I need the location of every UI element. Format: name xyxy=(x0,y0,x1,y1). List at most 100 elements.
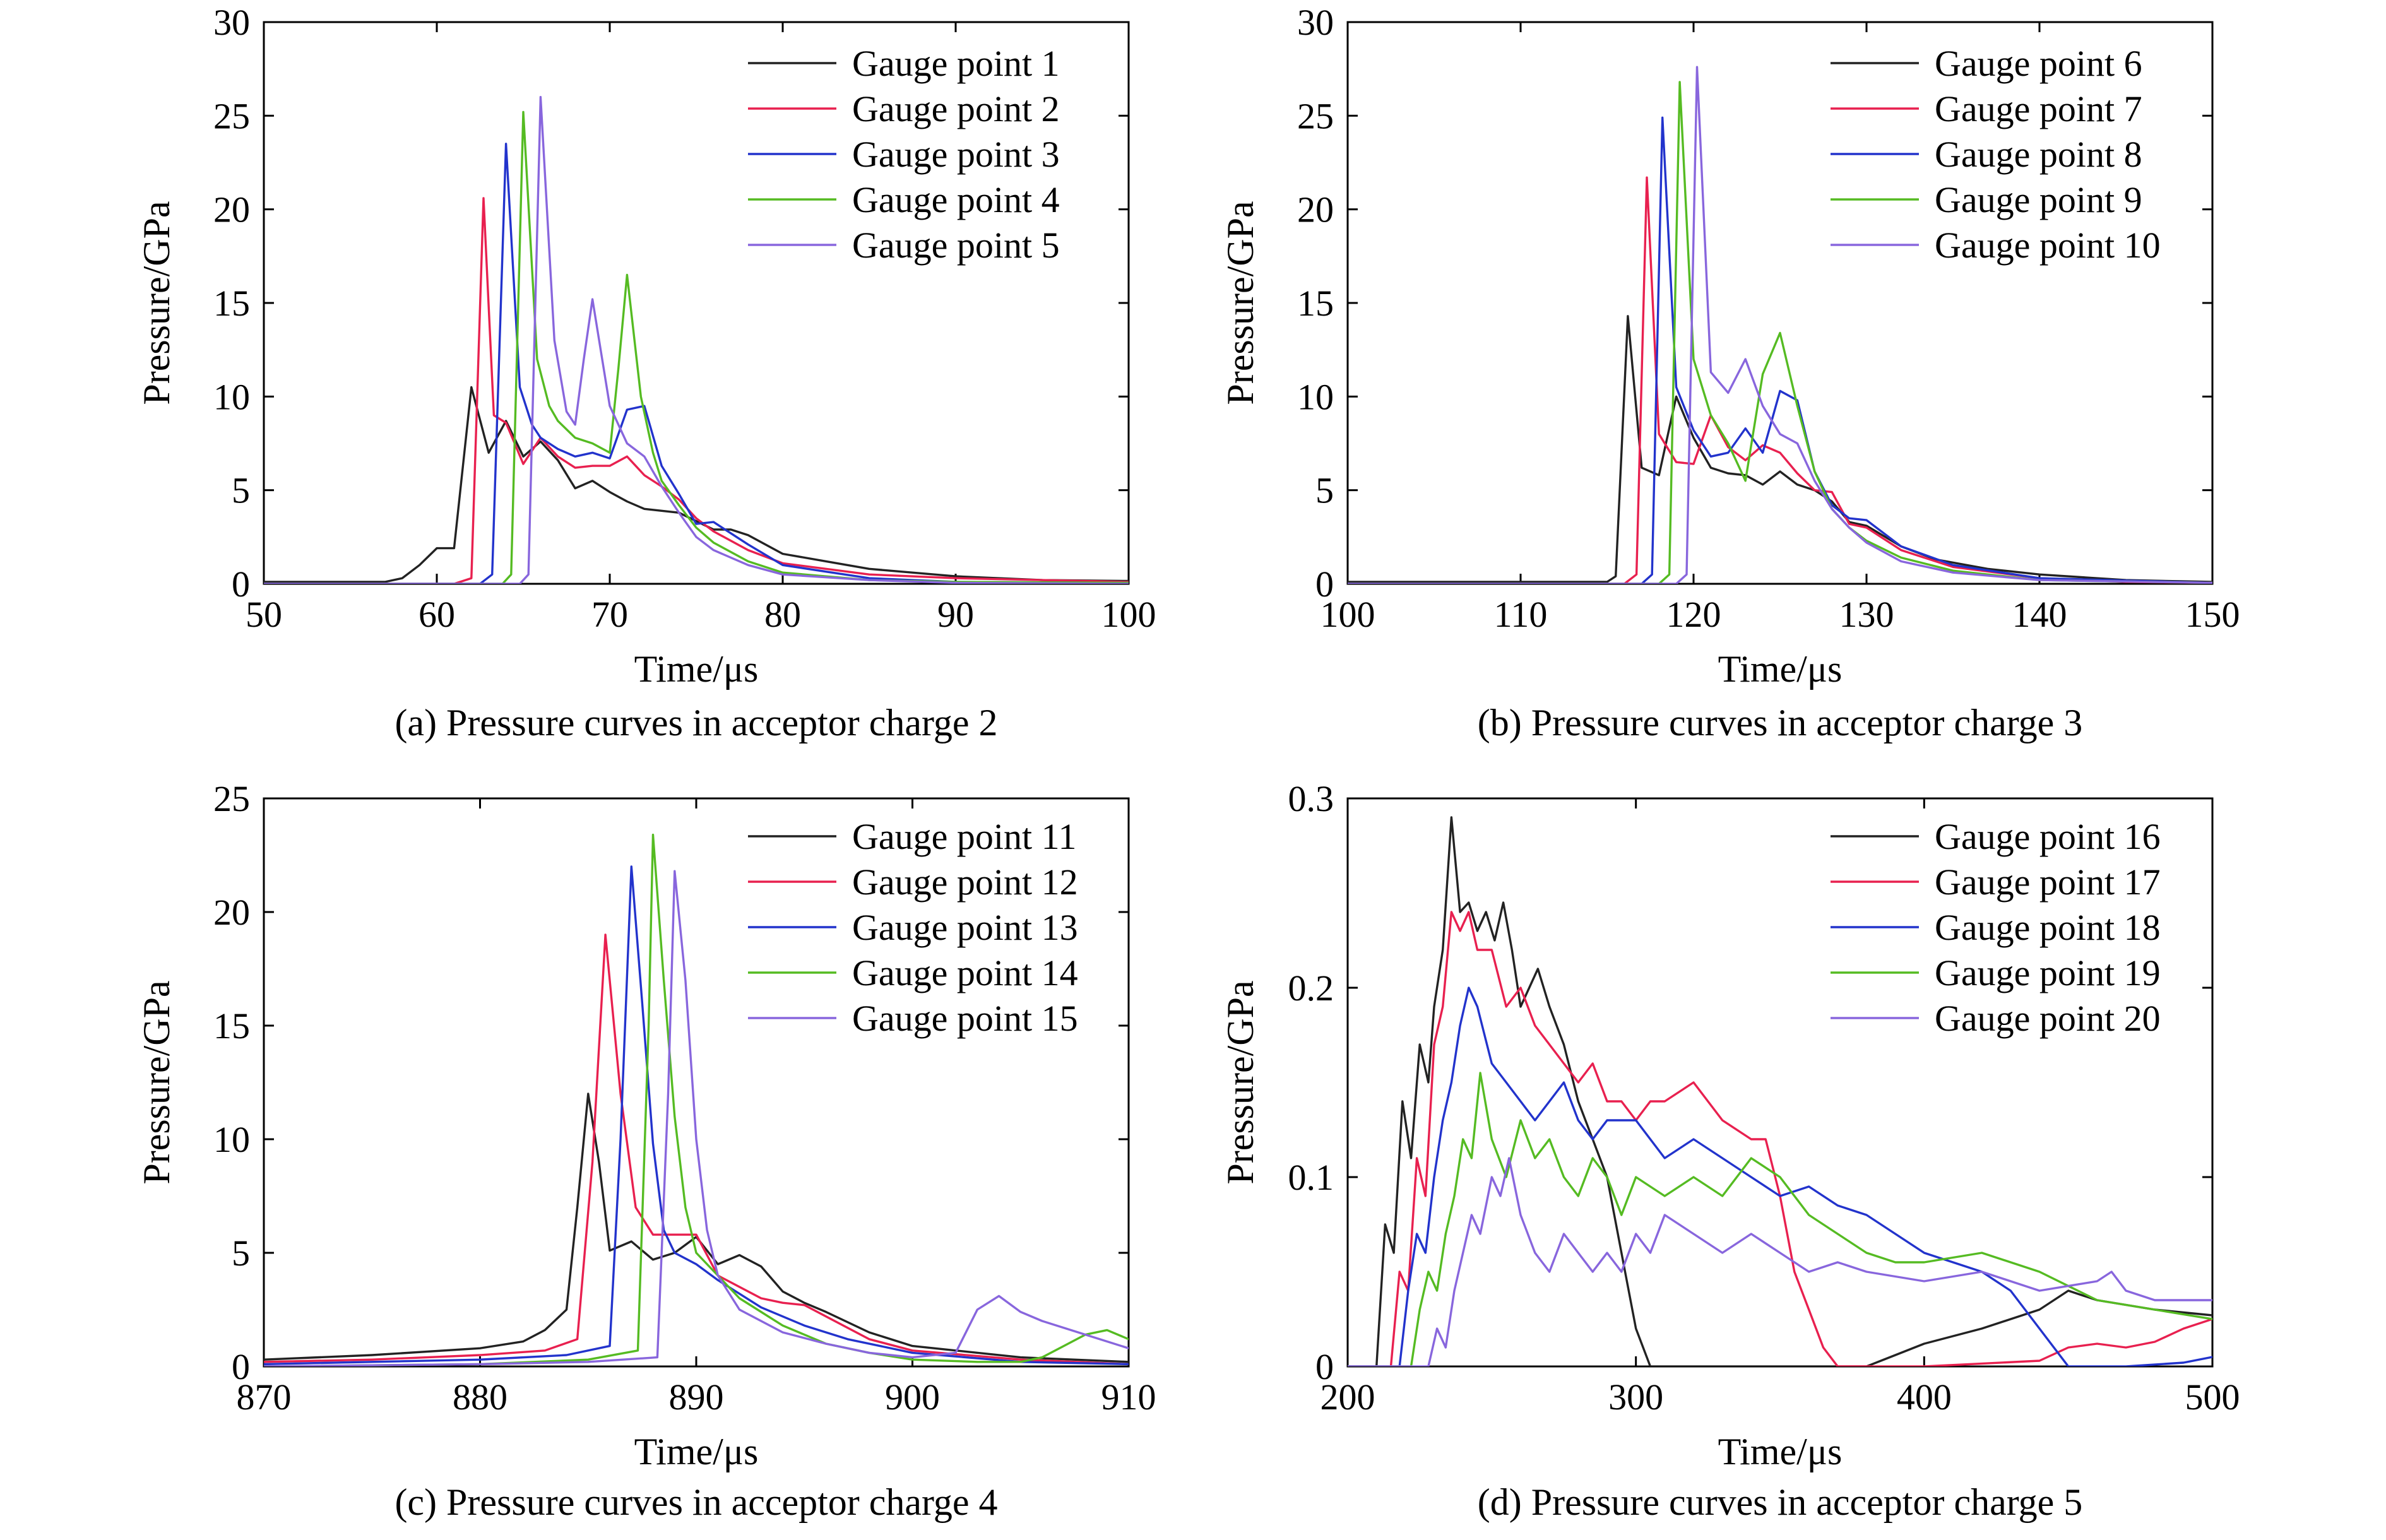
y-tick-label: 0.3 xyxy=(1288,778,1334,819)
y-tick-label: 20 xyxy=(1297,189,1334,230)
y-tick-label: 25 xyxy=(213,95,250,136)
legend-entry-label: Gauge point 20 xyxy=(1935,998,2161,1039)
y-tick-label: 10 xyxy=(1297,376,1334,417)
series-line-gauge-point-19 xyxy=(1348,1072,2212,1366)
series-line-gauge-point-9 xyxy=(1348,81,2212,584)
series-line-gauge-point-10 xyxy=(1348,66,2212,584)
y-tick-label: 5 xyxy=(232,470,250,511)
x-tick-label: 200 xyxy=(1321,1377,1375,1418)
legend-entry-label: Gauge point 17 xyxy=(1935,862,2161,903)
x-axis-label: Time/μs xyxy=(1718,1431,1843,1472)
series-line-gauge-point-7 xyxy=(1348,176,2212,584)
y-tick-label: 20 xyxy=(213,189,250,230)
legend-entry-label: Gauge point 5 xyxy=(852,225,1060,266)
chart-caption: (c) Pressure curves in acceptor charge 4 xyxy=(395,1481,997,1523)
y-tick-label: 15 xyxy=(213,283,250,324)
y-tick-label: 25 xyxy=(213,778,250,819)
legend-entry-label: Gauge point 8 xyxy=(1935,134,2142,175)
legend-entry-label: Gauge point 12 xyxy=(852,862,1078,903)
legend-entry-label: Gauge point 19 xyxy=(1935,952,2161,993)
y-tick-label: 10 xyxy=(213,376,250,417)
legend-entry-label: Gauge point 7 xyxy=(1935,88,2142,129)
legend-entry-label: Gauge point 14 xyxy=(852,952,1078,993)
y-axis-label: Pressure/GPa xyxy=(1220,980,1261,1184)
chart-panel-2: 100 110 120 130 140 150 0 5 10 15 20 25 30 Time/μs Pre… xyxy=(1220,2,2240,743)
legend-entry-label: Gauge point 18 xyxy=(1935,907,2161,948)
y-tick-label: 5 xyxy=(232,1233,250,1274)
series-line-gauge-point-11 xyxy=(264,1093,1129,1363)
series-line-gauge-point-2 xyxy=(264,197,1129,584)
y-tick-label: 5 xyxy=(1315,470,1334,511)
x-tick-label: 900 xyxy=(885,1377,940,1418)
y-tick-label: 0 xyxy=(1315,564,1334,605)
x-tick-label: 110 xyxy=(1494,594,1548,635)
chart-caption: (a) Pressure curves in acceptor charge 2 xyxy=(395,702,997,743)
series-line-gauge-point-1 xyxy=(264,386,1129,583)
series-line-gauge-point-3 xyxy=(264,143,1129,584)
y-axis-label: Pressure/GPa xyxy=(1220,201,1261,405)
series-line-gauge-point-4 xyxy=(264,110,1129,584)
x-tick-label: 870 xyxy=(237,1377,292,1418)
x-axis-label: Time/μs xyxy=(634,648,759,690)
chart-panel-3: 870 880 890 900 910 0 5 10 15 20 25 Time/μs Pressure… xyxy=(136,778,1156,1523)
legend-entry-label: Gauge point 3 xyxy=(852,134,1060,175)
legend-entry-label: Gauge point 13 xyxy=(852,907,1078,948)
legend-entry-label: Gauge point 11 xyxy=(852,816,1076,857)
legend-entry-label: Gauge point 2 xyxy=(852,88,1060,129)
y-tick-label: 30 xyxy=(1297,2,1334,43)
x-tick-label: 100 xyxy=(1101,594,1156,635)
series-line-gauge-point-16 xyxy=(1348,816,2212,1366)
x-tick-label: 80 xyxy=(764,594,801,635)
y-tick-label: 30 xyxy=(213,2,250,43)
y-tick-label: 0.1 xyxy=(1288,1157,1334,1198)
y-tick-label: 15 xyxy=(213,1005,250,1046)
series-line-gauge-point-5 xyxy=(264,95,1129,584)
x-tick-label: 50 xyxy=(246,594,282,635)
x-tick-label: 150 xyxy=(2185,594,2240,635)
x-tick-label: 880 xyxy=(453,1377,507,1418)
chart-caption: (d) Pressure curves in acceptor charge 5 xyxy=(1478,1481,2082,1523)
series-line-gauge-point-14 xyxy=(264,833,1129,1366)
series-line-gauge-point-18 xyxy=(1348,986,2212,1366)
x-tick-label: 60 xyxy=(418,594,455,635)
legend-entry-label: Gauge point 1 xyxy=(852,43,1060,84)
legend-entry-label: Gauge point 9 xyxy=(1935,179,2142,220)
x-tick-label: 400 xyxy=(1897,1377,1952,1418)
y-tick-label: 15 xyxy=(1297,283,1334,324)
y-tick-label: 0 xyxy=(232,1346,250,1387)
legend-entry-label: Gauge point 6 xyxy=(1935,43,2142,84)
y-tick-label: 0 xyxy=(232,564,250,605)
series-line-gauge-point-6 xyxy=(1348,315,2212,583)
x-tick-label: 100 xyxy=(1321,594,1375,635)
x-tick-label: 70 xyxy=(591,594,628,635)
x-tick-label: 300 xyxy=(1608,1377,1663,1418)
y-tick-label: 0 xyxy=(1315,1346,1334,1387)
series-line-gauge-point-13 xyxy=(264,865,1129,1366)
y-axis-label: Pressure/GPa xyxy=(136,201,177,405)
x-tick-label: 140 xyxy=(2012,594,2067,635)
y-tick-label: 25 xyxy=(1297,95,1334,136)
series-line-gauge-point-15 xyxy=(264,870,1129,1366)
x-axis-label: Time/μs xyxy=(1718,648,1843,690)
x-tick-label: 500 xyxy=(2185,1377,2240,1418)
chart-panel-1: 50 60 70 80 90 100 0 5 10 15 20 25 30 Time/μs Pressure… xyxy=(136,2,1156,743)
chart-caption: (b) Pressure curves in acceptor charge 3 xyxy=(1478,702,2082,743)
series-line-gauge-point-17 xyxy=(1348,911,2212,1366)
x-tick-label: 120 xyxy=(1666,594,1721,635)
legend-entry-label: Gauge point 10 xyxy=(1935,225,2161,266)
x-tick-label: 130 xyxy=(1839,594,1894,635)
x-tick-label: 890 xyxy=(669,1377,724,1418)
legend-entry-label: Gauge point 16 xyxy=(1935,816,2161,857)
legend-entry-label: Gauge point 15 xyxy=(852,998,1078,1039)
y-tick-label: 0.2 xyxy=(1288,968,1334,1009)
chart-panel-4: 200 300 400 500 0 0.1 0.2 0.3 Time/μs Pressure/GP… xyxy=(1220,778,2240,1523)
legend-entry-label: Gauge point 4 xyxy=(852,179,1060,220)
series-line-gauge-point-12 xyxy=(264,933,1129,1366)
y-axis-label: Pressure/GPa xyxy=(136,980,177,1184)
x-axis-label: Time/μs xyxy=(634,1431,759,1472)
